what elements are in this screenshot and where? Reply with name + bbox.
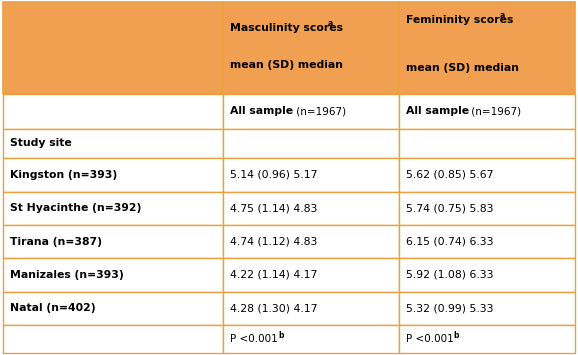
Bar — [399, 258, 575, 291]
Text: a: a — [499, 11, 505, 21]
Bar — [399, 291, 575, 325]
Bar — [3, 192, 223, 225]
Bar — [3, 325, 223, 353]
Text: a: a — [327, 19, 332, 28]
Bar — [3, 94, 223, 129]
Text: Tirana (n=387): Tirana (n=387) — [10, 237, 102, 247]
Text: 5.14 (0.96) 5.17: 5.14 (0.96) 5.17 — [230, 170, 318, 180]
Text: All sample: All sample — [406, 106, 469, 116]
Text: All sample: All sample — [230, 106, 293, 116]
Bar — [3, 225, 223, 258]
Text: 4.74 (1.12) 4.83: 4.74 (1.12) 4.83 — [230, 237, 317, 247]
Text: 5.32 (0.99) 5.33: 5.32 (0.99) 5.33 — [406, 303, 493, 313]
Bar — [3, 258, 223, 291]
Text: 5.74 (0.75) 5.83: 5.74 (0.75) 5.83 — [406, 203, 493, 213]
Text: Kingston (n=393): Kingston (n=393) — [10, 170, 117, 180]
Text: Masculinity scores: Masculinity scores — [230, 23, 343, 33]
Text: 5.62 (0.85) 5.67: 5.62 (0.85) 5.67 — [406, 170, 493, 180]
Text: (n=1967): (n=1967) — [468, 106, 521, 116]
Bar — [3, 158, 223, 192]
Bar — [399, 158, 575, 192]
Text: b: b — [454, 331, 460, 340]
Bar — [399, 325, 575, 353]
Text: mean (SD) median: mean (SD) median — [230, 60, 343, 70]
Bar — [223, 258, 399, 291]
Text: Natal (n=402): Natal (n=402) — [10, 303, 95, 313]
Bar — [3, 129, 223, 158]
Text: 4.22 (1.14) 4.17: 4.22 (1.14) 4.17 — [230, 270, 317, 280]
Bar — [223, 94, 399, 129]
Bar — [399, 2, 575, 94]
Text: 5.92 (1.08) 6.33: 5.92 (1.08) 6.33 — [406, 270, 493, 280]
Bar — [223, 2, 399, 94]
Text: 6.15 (0.74) 6.33: 6.15 (0.74) 6.33 — [406, 237, 493, 247]
Text: (n=1967): (n=1967) — [292, 106, 346, 116]
Bar — [223, 325, 399, 353]
Text: St Hyacinthe (n=392): St Hyacinthe (n=392) — [10, 203, 141, 213]
Text: mean (SD) median: mean (SD) median — [406, 63, 519, 73]
Bar — [223, 291, 399, 325]
Text: P <0.001: P <0.001 — [230, 334, 278, 344]
Bar — [223, 129, 399, 158]
Text: P <0.001: P <0.001 — [406, 334, 454, 344]
Text: 4.28 (1.30) 4.17: 4.28 (1.30) 4.17 — [230, 303, 318, 313]
Bar — [223, 225, 399, 258]
Bar — [399, 129, 575, 158]
Bar — [399, 94, 575, 129]
Bar — [223, 158, 399, 192]
Bar — [3, 2, 223, 94]
Text: b: b — [278, 331, 284, 340]
Text: Femininity scores: Femininity scores — [406, 15, 513, 25]
Bar — [3, 291, 223, 325]
Text: 4.75 (1.14) 4.83: 4.75 (1.14) 4.83 — [230, 203, 317, 213]
Bar — [399, 192, 575, 225]
Bar — [399, 225, 575, 258]
Text: Manizales (n=393): Manizales (n=393) — [10, 270, 124, 280]
Text: Study site: Study site — [10, 138, 72, 148]
Bar — [223, 192, 399, 225]
